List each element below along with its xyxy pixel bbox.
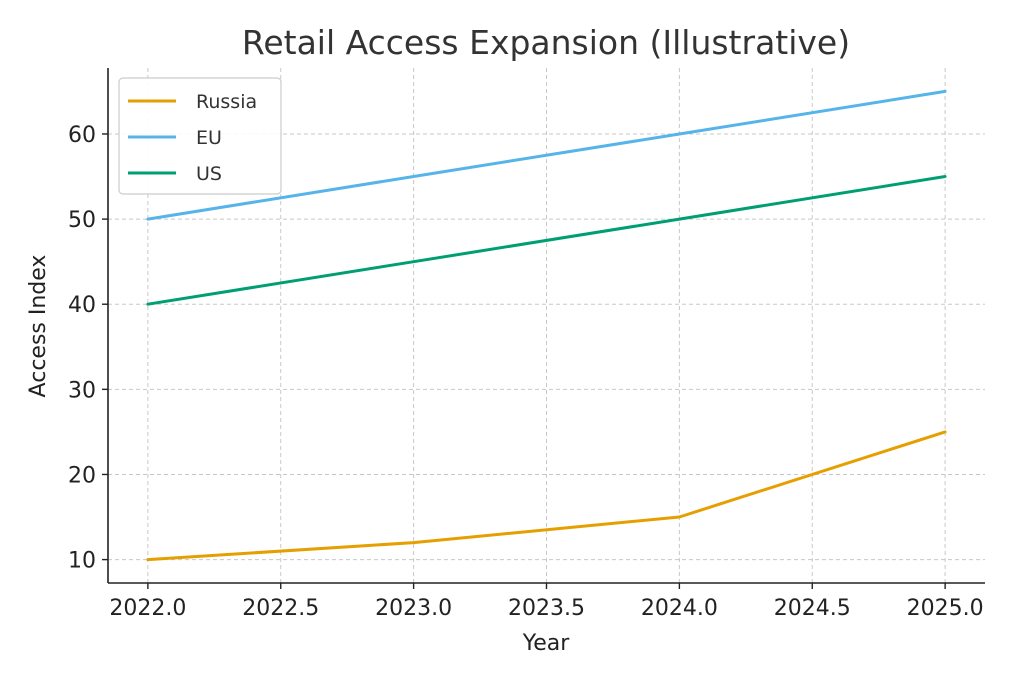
x-tick-label: 2025.0	[907, 596, 984, 621]
legend-frame	[118, 77, 282, 195]
y-tick-label: 10	[68, 549, 96, 574]
series-group	[146, 89, 947, 562]
legend-label-russia: Russia	[196, 91, 257, 113]
x-axis-title: Year	[522, 631, 571, 656]
x-tick-label: 2022.5	[242, 596, 319, 621]
y-ticks: 10 20 30 40 50 60	[68, 123, 108, 574]
x-tick-label: 2024.0	[641, 596, 718, 621]
x-tick-label: 2023.5	[508, 596, 585, 621]
y-axis-title: Access Index	[26, 255, 51, 398]
chart-title: Retail Access Expansion (Illustrative)	[242, 23, 850, 62]
x-ticks: 2022.0 2022.5 2023.0 2023.5 2024.0 2024.5 2025…	[109, 583, 984, 621]
series-line-russia	[146, 430, 947, 562]
y-tick-label: 50	[68, 208, 96, 233]
x-tick-label: 2022.0	[109, 596, 186, 621]
x-tick-label: 2023.0	[375, 596, 452, 621]
legend-label-eu: EU	[196, 127, 222, 149]
series-line-eu	[146, 89, 947, 221]
series-line-us	[146, 175, 947, 306]
legend: Russia EU US	[118, 77, 282, 195]
legend-label-us: US	[196, 163, 222, 185]
y-tick-label: 40	[68, 293, 96, 318]
y-tick-label: 30	[68, 378, 96, 403]
y-tick-label: 20	[68, 463, 96, 488]
y-tick-label: 60	[68, 123, 96, 148]
x-tick-label: 2024.5	[774, 596, 851, 621]
